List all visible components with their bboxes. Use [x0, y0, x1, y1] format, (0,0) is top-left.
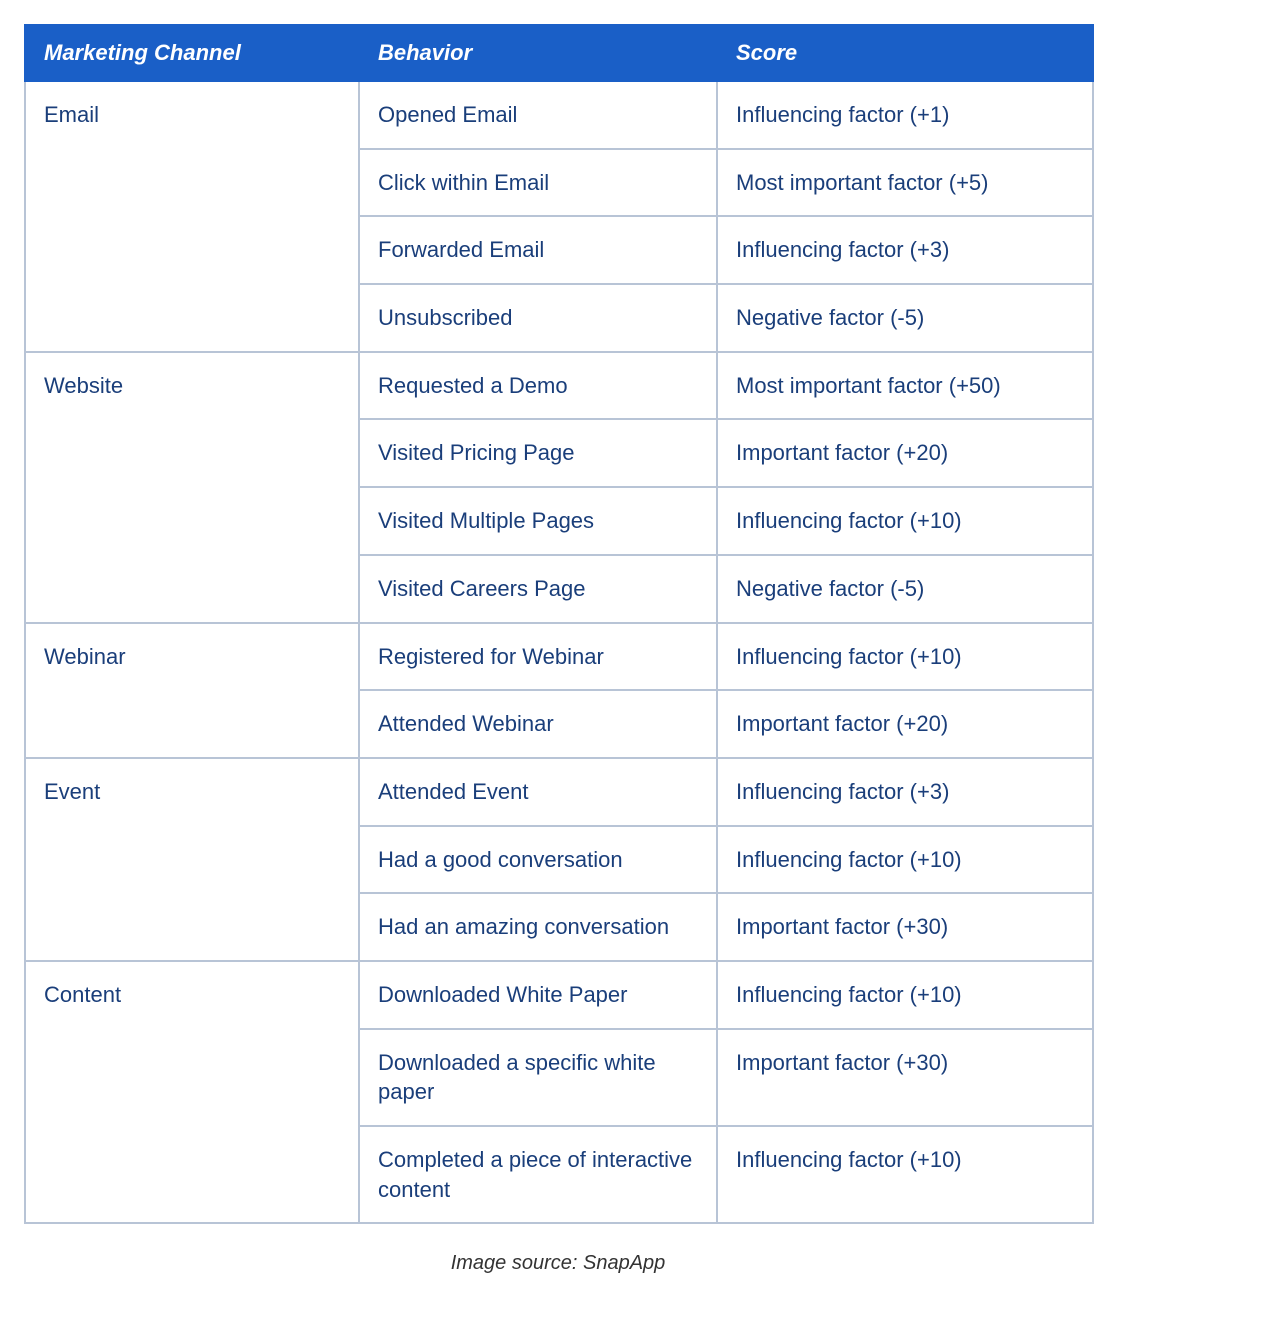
score-cell: Influencing factor (+10) — [717, 623, 1093, 691]
channel-cell: Website — [25, 352, 359, 623]
behavior-cell: Visited Careers Page — [359, 555, 717, 623]
channel-cell: Webinar — [25, 623, 359, 758]
behavior-cell: Completed a piece of interactive content — [359, 1126, 717, 1223]
behavior-cell: Had an amazing conversation — [359, 893, 717, 961]
score-cell: Influencing factor (+10) — [717, 1126, 1093, 1223]
score-cell: Influencing factor (+10) — [717, 487, 1093, 555]
behavior-cell: Visited Pricing Page — [359, 419, 717, 487]
score-cell: Influencing factor (+3) — [717, 216, 1093, 284]
behavior-cell: Unsubscribed — [359, 284, 717, 352]
table-row: Content Downloaded White Paper Influenci… — [25, 961, 1093, 1029]
behavior-cell: Registered for Webinar — [359, 623, 717, 691]
score-cell: Important factor (+20) — [717, 419, 1093, 487]
table-header-row: Marketing Channel Behavior Score — [25, 25, 1093, 81]
behavior-cell: Opened Email — [359, 81, 717, 149]
behavior-cell: Downloaded White Paper — [359, 961, 717, 1029]
channel-cell: Email — [25, 81, 359, 352]
score-cell: Most important factor (+50) — [717, 352, 1093, 420]
behavior-cell: Attended Webinar — [359, 690, 717, 758]
score-cell: Important factor (+30) — [717, 893, 1093, 961]
behavior-cell: Visited Multiple Pages — [359, 487, 717, 555]
score-cell: Influencing factor (+10) — [717, 826, 1093, 894]
table-row: Email Opened Email Influencing factor (+… — [25, 81, 1093, 149]
channel-cell: Event — [25, 758, 359, 961]
behavior-cell: Requested a Demo — [359, 352, 717, 420]
behavior-cell: Forwarded Email — [359, 216, 717, 284]
score-cell: Influencing factor (+1) — [717, 81, 1093, 149]
table-row: Website Requested a Demo Most important … — [25, 352, 1093, 420]
image-source-caption: Image source: SnapApp — [24, 1252, 1092, 1275]
score-cell: Most important factor (+5) — [717, 149, 1093, 217]
behavior-cell: Downloaded a specific white paper — [359, 1029, 717, 1126]
header-behavior: Behavior — [359, 25, 717, 81]
behavior-cell: Had a good conversation — [359, 826, 717, 894]
behavior-cell: Attended Event — [359, 758, 717, 826]
behavior-cell: Click within Email — [359, 149, 717, 217]
table-row: Event Attended Event Influencing factor … — [25, 758, 1093, 826]
score-cell: Important factor (+30) — [717, 1029, 1093, 1126]
score-cell: Important factor (+20) — [717, 690, 1093, 758]
score-cell: Negative factor (-5) — [717, 284, 1093, 352]
lead-scoring-table: Marketing Channel Behavior Score Email O… — [24, 24, 1094, 1224]
score-cell: Influencing factor (+3) — [717, 758, 1093, 826]
header-score: Score — [717, 25, 1093, 81]
score-cell: Negative factor (-5) — [717, 555, 1093, 623]
channel-cell: Content — [25, 961, 359, 1223]
table-row: Webinar Registered for Webinar Influenci… — [25, 623, 1093, 691]
score-cell: Influencing factor (+10) — [717, 961, 1093, 1029]
header-channel: Marketing Channel — [25, 25, 359, 81]
